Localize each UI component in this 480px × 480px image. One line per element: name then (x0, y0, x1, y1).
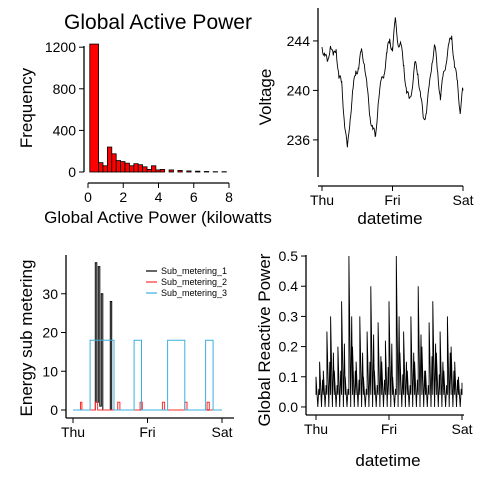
x-tick-label: Sat (211, 424, 232, 440)
y-tick-label: 0 (50, 402, 58, 418)
submetering-y-ticks: 0 10 20 30 (42, 286, 66, 418)
histogram-bar (155, 169, 161, 173)
submetering-legend: Sub_metering_1Sub_metering_2Sub_metering… (146, 266, 227, 298)
y-tick-label: 30 (42, 286, 58, 302)
histogram-bar (133, 163, 139, 173)
histogram-x-tick-label: 4 (155, 189, 163, 205)
submetering-y-label: Energy sub metering (17, 260, 36, 417)
voltage-x-ticks: Thu Fri Sat (310, 186, 474, 208)
histogram-panel: Global Active Power 0 400 800 1200 0 2 4 6 8 Gl… (17, 11, 272, 227)
histogram-bar (129, 165, 135, 173)
x-tick-label: Sat (451, 421, 472, 437)
reactive-x-ticks: Thu Fri Sat (304, 415, 473, 437)
voltage-series (321, 17, 464, 148)
y-tick-label: 0.4 (279, 278, 299, 294)
series-line (73, 401, 222, 411)
x-tick-label: Thu (61, 424, 85, 440)
histogram-x-ticks: 0 2 4 6 8 (84, 183, 233, 205)
y-tick-label: 10 (42, 363, 58, 379)
histogram-bar (159, 168, 166, 173)
voltage-y-label: Voltage (256, 69, 275, 126)
legend-entry: Sub_metering_3 (161, 288, 227, 298)
submetering-x-ticks: Thu Fri Sat (61, 418, 233, 440)
histogram-bar (195, 170, 201, 173)
reactive-series (315, 255, 463, 408)
histogram-bar (124, 162, 130, 173)
histogram-bar (98, 162, 104, 173)
histogram-bar (177, 170, 183, 173)
y-tick-label: 240 (287, 82, 311, 98)
y-tick-label: 236 (287, 132, 311, 148)
x-tick-label: Thu (310, 192, 334, 208)
series-line (315, 255, 463, 408)
histogram-title: Global Active Power (64, 11, 252, 34)
reactive-y-ticks: 0.0 0.1 0.2 0.3 0.4 0.5 (279, 248, 306, 415)
legend-entry: Sub_metering_2 (161, 277, 227, 287)
histogram-x-label: Global Active Power (kilowatts (44, 208, 272, 227)
histogram-bar (137, 164, 144, 173)
histogram-y-tick-label: 400 (53, 122, 77, 138)
histogram-y-tick-label: 0 (68, 164, 76, 180)
reactive-panel: 0.0 0.1 0.2 0.3 0.4 0.5 Thu Fri Sat datetime Gl… (255, 248, 473, 470)
x-tick-label: Sat (452, 192, 473, 208)
x-tick-label: Thu (304, 421, 328, 437)
histogram-bar (142, 166, 148, 173)
submetering-series (73, 262, 222, 411)
histogram-y-label: Frequency (17, 67, 36, 148)
histogram-y-tick-label: 1200 (45, 39, 76, 55)
y-tick-label: 244 (287, 33, 311, 49)
x-tick-label: Fri (384, 192, 400, 208)
y-tick-label: 0.3 (279, 308, 299, 324)
y-tick-label: 0.2 (279, 339, 299, 355)
histogram-bars (89, 43, 227, 173)
series-line (321, 17, 464, 148)
histogram-bar (115, 160, 122, 173)
histogram-x-tick-label: 6 (190, 189, 198, 205)
histogram-bar (120, 161, 126, 173)
reactive-y-label: Global Reactive Power (255, 253, 274, 426)
histogram-bar (89, 43, 99, 173)
histogram-bar (151, 165, 157, 173)
x-tick-label: Fri (381, 421, 397, 437)
histogram-bar (186, 170, 192, 173)
x-tick-label: Fri (139, 424, 155, 440)
voltage-x-label: datetime (357, 209, 422, 228)
histogram-bar (168, 169, 174, 173)
histogram-y-ticks: 0 400 800 1200 (45, 39, 84, 180)
histogram-x-tick-label: 2 (119, 189, 127, 205)
y-tick-label: 0.1 (279, 369, 299, 385)
y-tick-label: 0.0 (279, 399, 299, 415)
reactive-x-label: datetime (355, 451, 420, 470)
histogram-bar (203, 171, 210, 173)
histogram-x-tick-label: 0 (84, 189, 92, 205)
voltage-panel: 236 240 244 Thu Fri Sat datetime Voltage (256, 8, 474, 228)
histogram-x-tick-label: 8 (225, 189, 233, 205)
series-line (73, 262, 222, 411)
histogram-bar (106, 146, 113, 173)
series-line (73, 339, 222, 411)
legend-entry: Sub_metering_1 (161, 266, 227, 276)
histogram-bar (111, 153, 117, 173)
y-tick-label: 0.5 (279, 248, 299, 264)
histogram-y-tick-label: 800 (53, 81, 77, 97)
voltage-y-ticks: 236 240 244 (287, 33, 318, 148)
histogram-bar (102, 165, 108, 173)
histogram-bar (146, 168, 152, 173)
y-tick-label: 20 (42, 325, 58, 341)
